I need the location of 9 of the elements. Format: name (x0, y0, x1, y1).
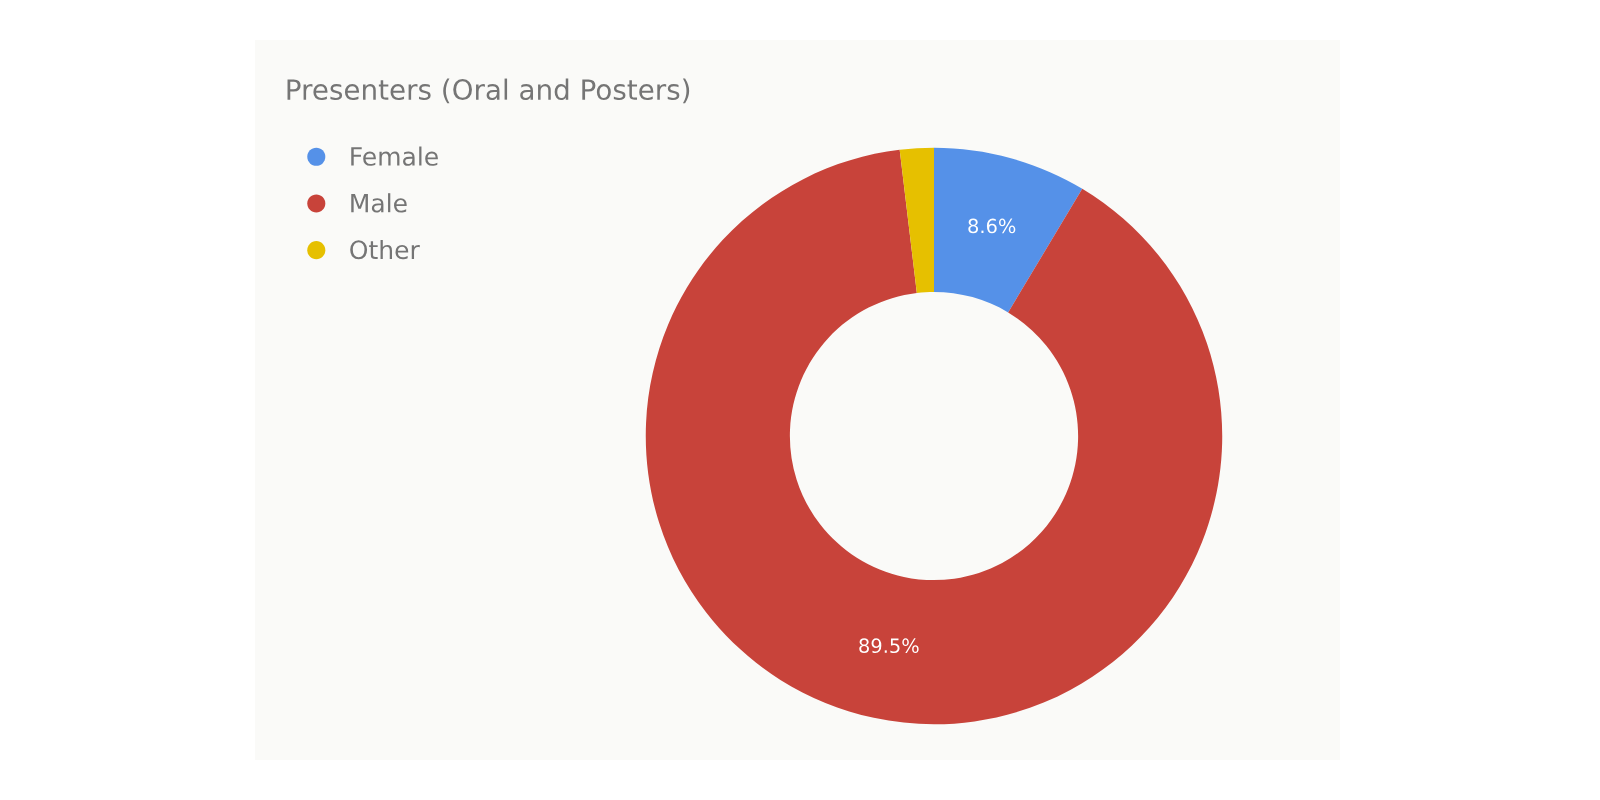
legend-label: Other (350, 239, 420, 260)
data-label: 8.6% (968, 218, 1016, 234)
data-label: 89.5% (859, 638, 919, 654)
chart-title: Presenters (Oral and Posters) (287, 78, 690, 104)
legend-label: Male (351, 193, 407, 213)
donut-slice (645, 149, 1223, 725)
donut-slice (934, 147, 1083, 313)
donut-slice (899, 147, 934, 293)
legend-label: Female (351, 146, 438, 166)
